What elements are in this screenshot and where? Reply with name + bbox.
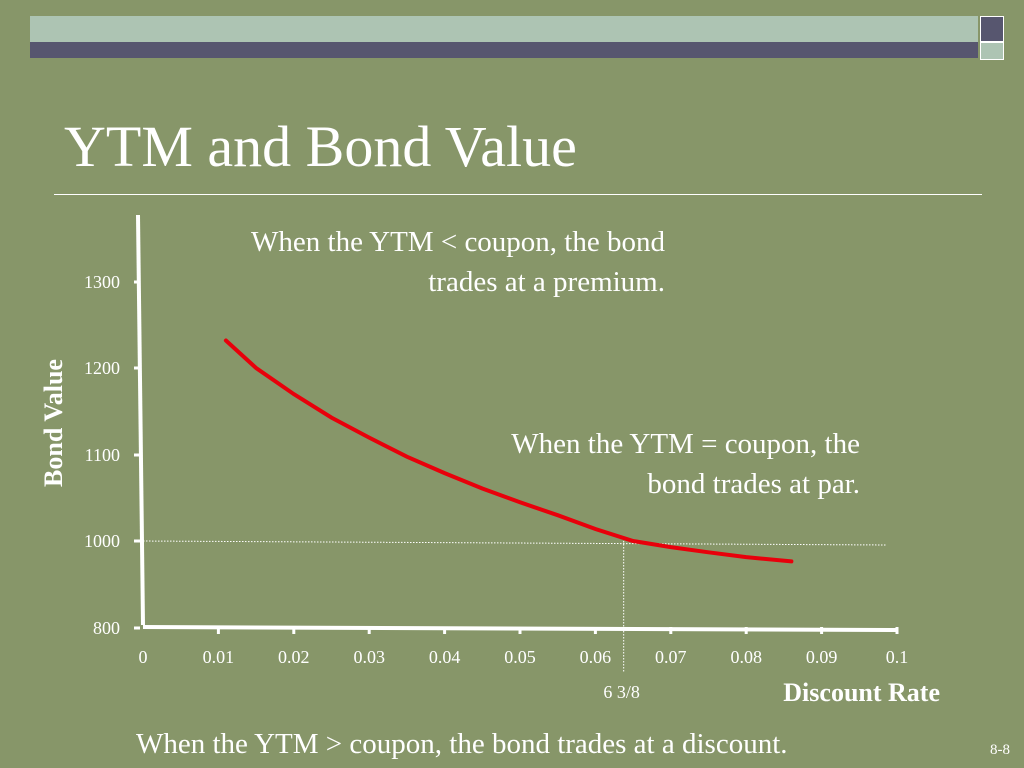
header-bar-dark bbox=[30, 42, 978, 58]
discount-note: When the YTM > coupon, the bond trades a… bbox=[136, 728, 788, 760]
bond-value-curve bbox=[223, 338, 794, 564]
x-tick-label: 0.05 bbox=[504, 647, 536, 667]
y-tick-label: 1200 bbox=[84, 358, 120, 378]
header-square-dark bbox=[980, 16, 1004, 42]
x-tick-label: 0.02 bbox=[278, 647, 310, 667]
x-tick-label: 0.04 bbox=[429, 647, 461, 667]
par-note: When the YTM = coupon, the bond trades a… bbox=[420, 424, 860, 504]
y-ticks bbox=[134, 280, 140, 630]
slide-title: YTM and Bond Value bbox=[64, 114, 577, 179]
y-tick-label: 1000 bbox=[84, 531, 120, 551]
slide-number: 8-8 bbox=[990, 742, 1010, 758]
header-bar-light bbox=[30, 16, 978, 42]
coupon-rate-label: 6 3/8 bbox=[603, 682, 640, 702]
y-tick-label: 1300 bbox=[84, 272, 120, 292]
header-square-light bbox=[980, 42, 1004, 60]
par-note-line1: When the YTM = coupon, the bbox=[511, 428, 860, 460]
premium-note-line1: When the YTM < coupon, the bond bbox=[251, 226, 665, 258]
par-note-line2: bond trades at par. bbox=[647, 468, 860, 500]
x-tick-label: 0.07 bbox=[655, 647, 687, 667]
x-tick-label: 0.08 bbox=[730, 647, 762, 667]
x-tick-labels: 0 0.01 0.02 0.03 0.04 0.05 0.06 0.07 0.08 0.09 0.1 bbox=[139, 647, 909, 667]
x-tick-label: 0.01 bbox=[203, 647, 235, 667]
x-axis-title: Discount Rate bbox=[783, 678, 940, 707]
title-divider bbox=[54, 194, 982, 195]
x-tick-label: 0.03 bbox=[353, 647, 385, 667]
x-tick-label: 0.06 bbox=[580, 647, 612, 667]
x-tick-label: 0.09 bbox=[806, 647, 838, 667]
x-tick-label: 0.1 bbox=[886, 647, 909, 667]
x-ticks bbox=[216, 627, 899, 634]
premium-note-line2: trades at a premium. bbox=[428, 266, 665, 298]
y-tick-label: 800 bbox=[93, 618, 120, 638]
y-axis bbox=[136, 214, 145, 626]
premium-note: When the YTM < coupon, the bond trades a… bbox=[150, 222, 665, 302]
x-tick-label: 0 bbox=[139, 647, 148, 667]
header-decoration bbox=[30, 16, 978, 60]
y-tick-labels: 800 1000 1100 1200 1300 bbox=[84, 272, 120, 638]
y-axis-title: Bond Value bbox=[39, 359, 68, 487]
par-reference-line bbox=[139, 540, 888, 546]
y-tick-label: 1100 bbox=[85, 445, 120, 465]
